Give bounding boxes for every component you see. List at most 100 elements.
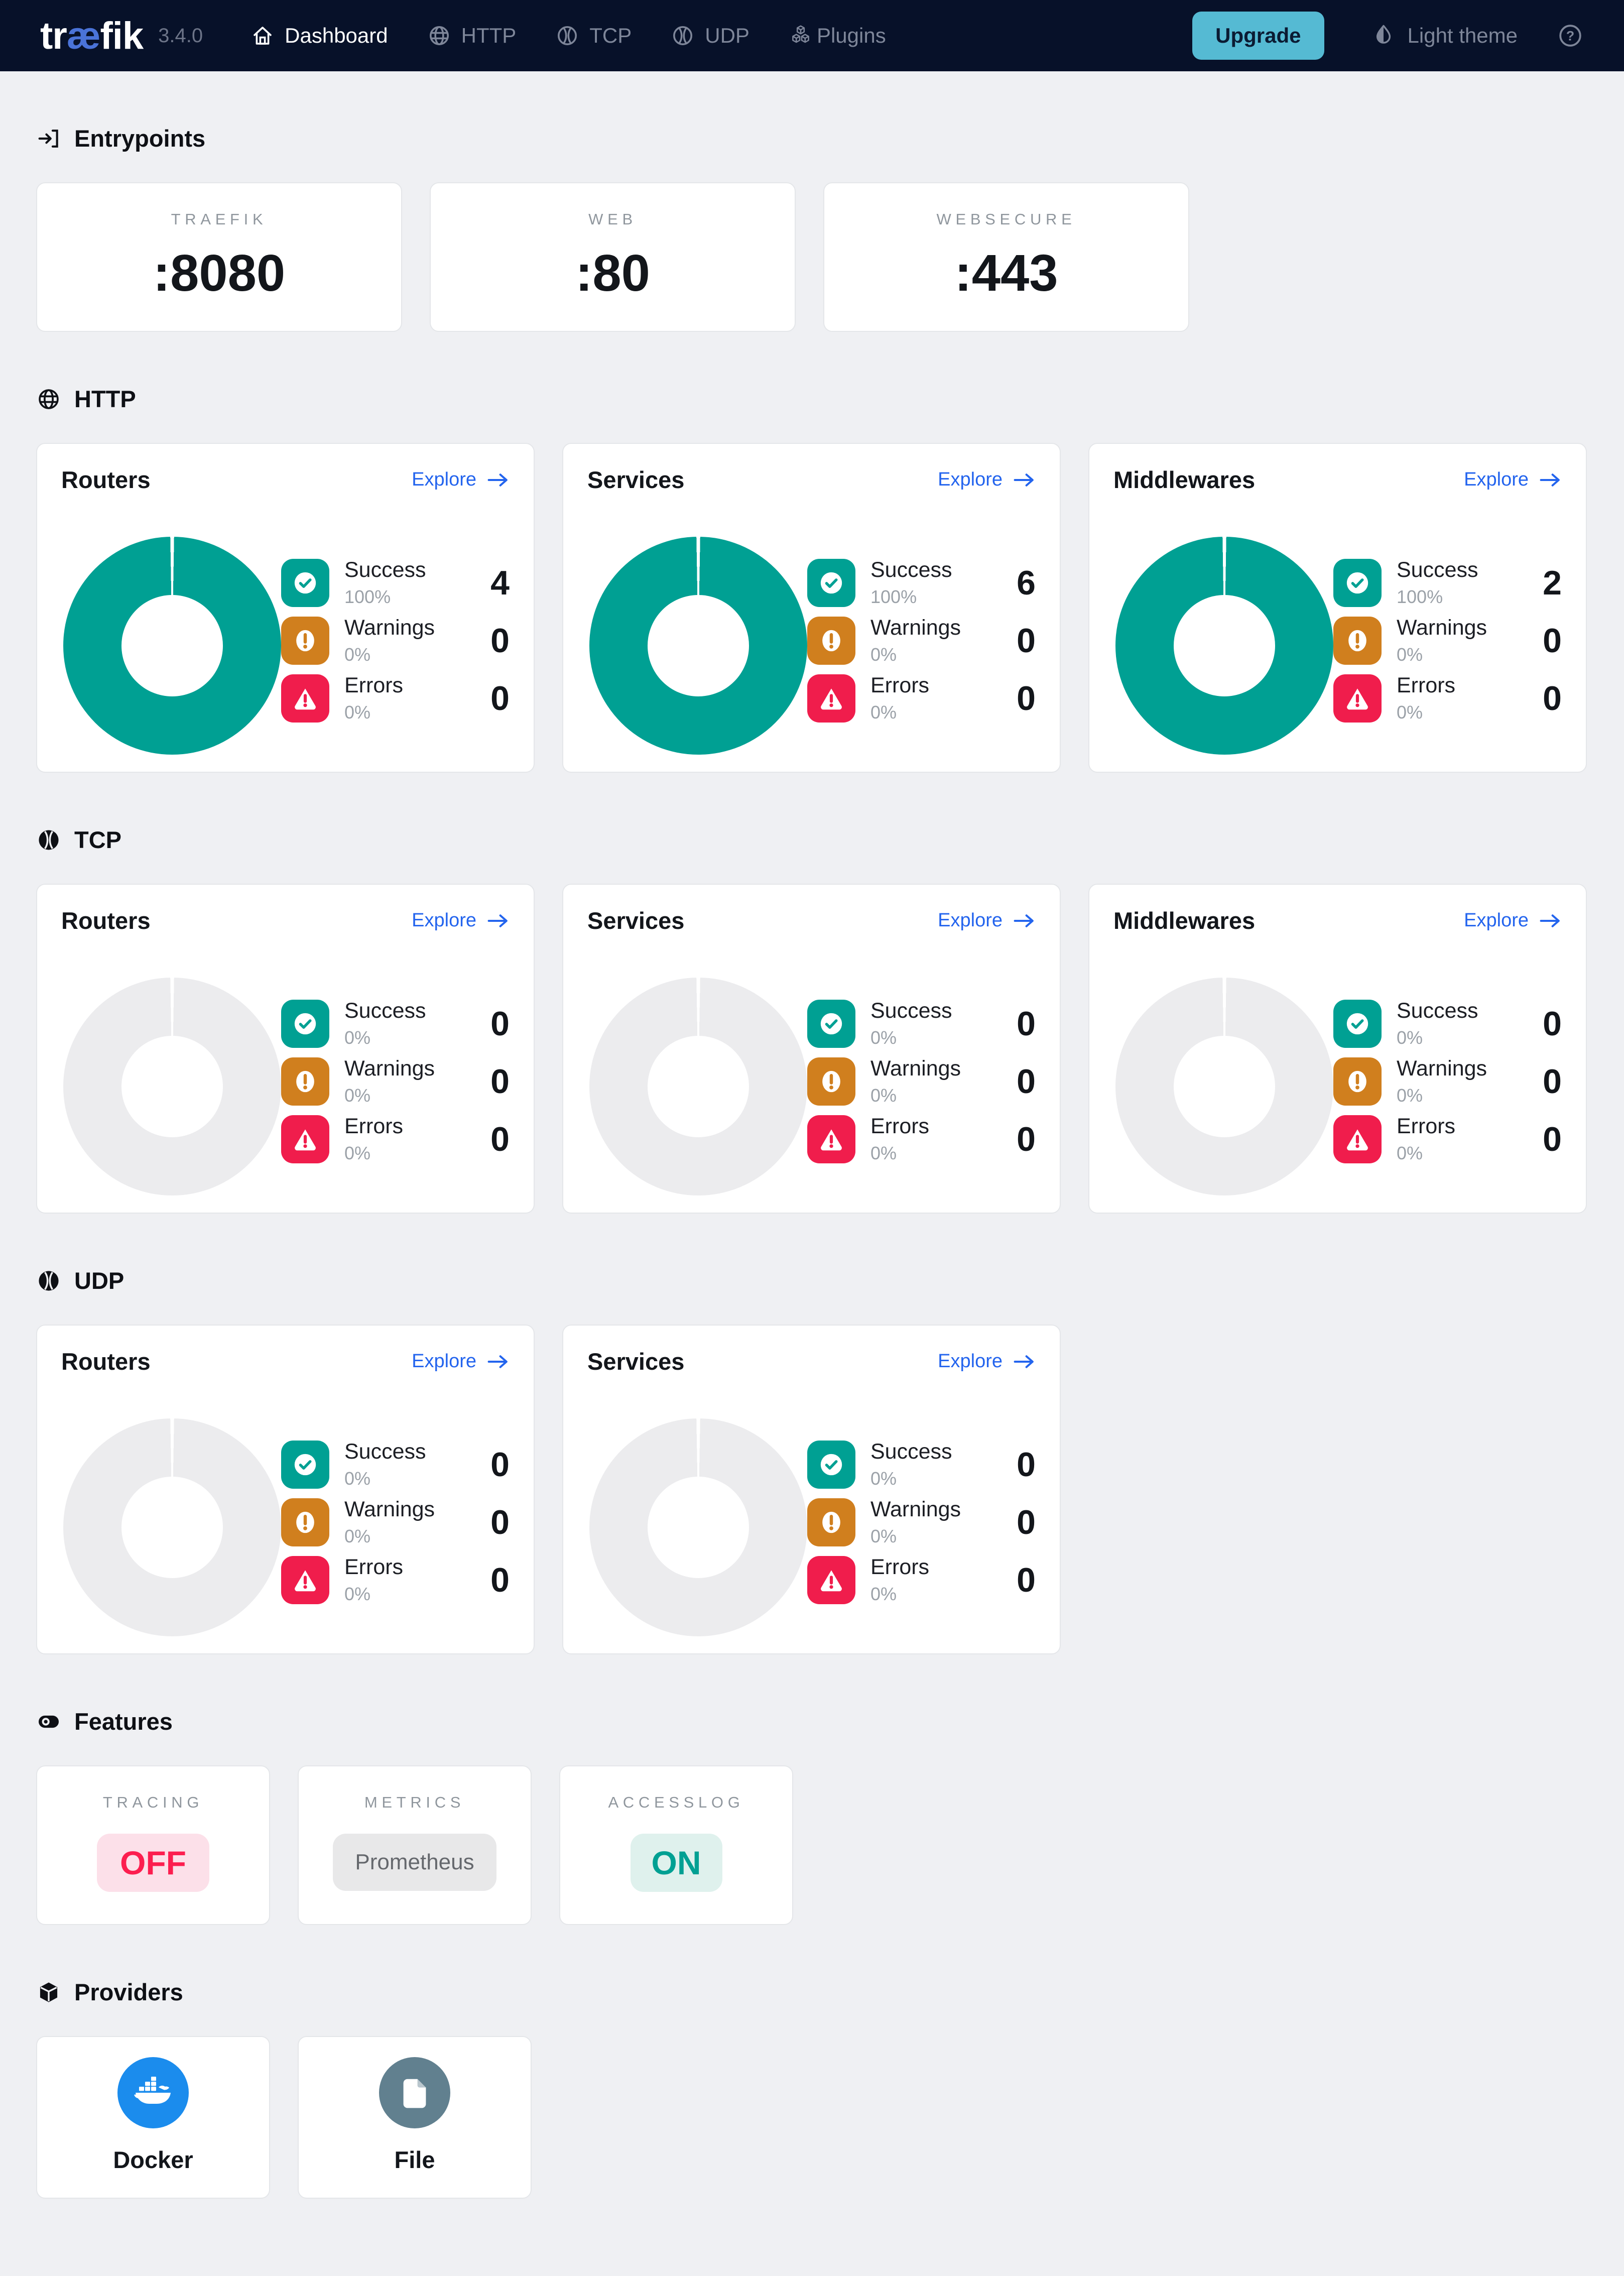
explore-label: Explore [1464,469,1529,490]
section-title: TCP [74,826,121,853]
warning-icon [807,1057,855,1106]
feature-status-badge: OFF [97,1834,209,1892]
theme-toggle-label: Light theme [1407,24,1518,47]
stat-value: 0 [1543,1120,1562,1158]
explore-link[interactable]: Explore [412,910,510,931]
explore-link[interactable]: Explore [938,1351,1036,1372]
stat-errors: Errors 0% 0 [281,1555,510,1605]
success-check-icon [807,999,855,1048]
entrypoint-port: :80 [575,244,650,302]
section-title: Entrypoints [74,125,206,152]
stat-label: Warnings [870,1056,961,1081]
nav-item-tcp[interactable]: TCP [555,24,632,48]
stat-label: Errors [344,1555,404,1579]
udp-routers-card: Routers Explore Success 0% 0 [36,1325,535,1654]
explore-link[interactable]: Explore [1464,469,1562,491]
stat-value: 0 [1543,1004,1562,1043]
udp-services-card: Services Explore Success 0% 0 [562,1325,1061,1654]
error-triangle-icon [807,674,855,723]
udp-section-header: UDP [36,1267,1588,1294]
stat-value: 0 [1543,679,1562,717]
stat-percent: 0% [344,1584,371,1604]
success-check-icon [281,999,329,1048]
entrypoint-name: TRAEFIK [171,210,268,228]
card-title: Routers [61,907,151,934]
entrypoints-section-header: Entrypoints [36,125,1588,152]
stat-success: Success 0% 0 [807,1440,1036,1489]
stat-percent: 0% [344,1085,371,1106]
stat-percent: 0% [870,702,897,723]
stat-errors: Errors 0% 0 [807,1114,1036,1164]
feature-name: ACCESSLOG [608,1793,744,1811]
stat-percent: 0% [870,1027,897,1048]
stat-label: Errors [344,673,404,697]
explore-link[interactable]: Explore [1464,910,1562,931]
section-title: Providers [74,1979,183,2005]
error-triangle-icon [1333,1115,1382,1163]
entrypoints-cards: TRAEFIK :8080 WEB :80 WEBSECURE :443 [36,182,1588,332]
stat-value: 6 [1017,563,1036,602]
stat-warnings: Warnings 0% 0 [281,1497,510,1547]
nav-item-dashboard[interactable]: Dashboard [251,24,388,48]
arrow-right-icon [1013,470,1036,490]
stat-percent: 0% [344,1143,371,1163]
stat-label: Warnings [870,616,961,640]
stat-label: Success [344,1440,426,1464]
stat-errors: Errors 0% 0 [281,673,510,723]
stat-label: Warnings [344,1497,435,1521]
arrow-right-icon [486,470,510,490]
stat-value: 0 [1017,1120,1036,1158]
stat-percent: 0% [870,1143,897,1163]
explore-label: Explore [412,469,476,490]
card-title: Services [587,907,685,934]
theme-toggle[interactable]: Light theme [1370,23,1518,49]
explore-link[interactable]: Explore [938,469,1036,491]
help-button[interactable] [1557,22,1584,49]
warning-icon [281,1498,329,1546]
entrypoint-name: WEBSECURE [936,210,1076,228]
stat-label: Success [344,999,426,1023]
entrypoint-card-traefik: TRAEFIK :8080 [36,182,402,332]
nav-item-http[interactable]: HTTP [427,24,516,48]
warning-icon [807,1498,855,1546]
card-title: Middlewares [1113,907,1256,934]
stat-errors: Errors 0% 0 [1333,673,1562,723]
explore-link[interactable]: Explore [938,910,1036,931]
stat-value: 0 [1017,1445,1036,1484]
tcp-icon [555,24,579,48]
nav-item-plugins[interactable]: Plugins [789,24,886,48]
success-check-icon [807,1440,855,1489]
version-label: 3.4.0 [158,24,203,47]
arrow-right-icon [486,1352,510,1372]
feature-name: TRACING [102,1793,204,1811]
donut-chart [63,978,281,1195]
stat-value: 0 [490,679,510,717]
stat-value: 0 [490,1503,510,1541]
card-title: Services [587,466,685,493]
explore-label: Explore [938,910,1003,931]
warning-icon [281,1057,329,1106]
contrast-drop-icon [1370,23,1397,49]
explore-link[interactable]: Explore [412,1351,510,1372]
stat-percent: 0% [870,1468,897,1489]
stat-label: Warnings [344,616,435,640]
traefik-logo: træfik [40,14,144,57]
upgrade-button[interactable]: Upgrade [1192,12,1324,60]
feature-status-badge: ON [630,1834,722,1892]
warning-icon [1333,1057,1382,1106]
stat-success: Success 100% 6 [807,558,1036,608]
features-cards: TRACING OFF METRICS Prometheus ACCESSLOG… [36,1765,1588,1925]
explore-label: Explore [412,910,476,931]
nav-item-udp[interactable]: UDP [671,24,749,48]
explore-link[interactable]: Explore [412,469,510,491]
stat-percent: 0% [344,1526,371,1546]
error-triangle-icon [281,1115,329,1163]
stat-percent: 100% [1397,586,1443,607]
stat-label: Errors [870,1114,930,1138]
entrypoint-port: :8080 [153,244,286,302]
stat-value: 0 [490,1445,510,1484]
explore-label: Explore [1464,910,1529,931]
plugins-icon [789,24,813,48]
feature-card-metrics: METRICS Prometheus [298,1765,532,1925]
provider-card-docker: Docker [36,2036,270,2199]
